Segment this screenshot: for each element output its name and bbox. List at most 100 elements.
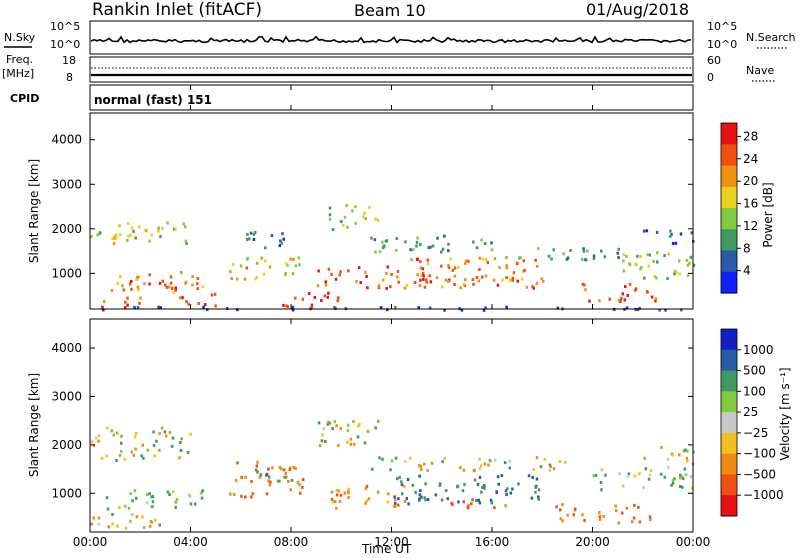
- heatmap-cell: [685, 456, 689, 460]
- velocity-colorbar: 1000 500 100 25 −25 −100 −500 −1000: [720, 328, 784, 517]
- heatmap-cell: [386, 500, 390, 504]
- colorbar-tick-label: −100: [743, 447, 776, 461]
- heatmap-cell: [440, 264, 443, 268]
- heatmap-cell: [363, 441, 367, 445]
- heatmap-cell: [453, 283, 456, 286]
- heatmap-cell: [477, 498, 480, 502]
- heatmap-cell: [504, 489, 508, 493]
- heatmap-cell: [97, 434, 101, 438]
- heatmap-cell: [686, 449, 689, 453]
- heatmap-cell: [592, 257, 596, 261]
- heatmap-cell: [307, 292, 311, 295]
- nave-tick-bottom: 0: [707, 71, 714, 84]
- colorbar-tick-label: 500: [743, 364, 766, 378]
- colorbar-swatch: [721, 229, 737, 252]
- heatmap-cell: [505, 276, 508, 279]
- heatmap-cell: [549, 465, 552, 469]
- heatmap-cell: [421, 267, 424, 271]
- heatmap-cell: [301, 297, 305, 301]
- heatmap-cell: [427, 246, 431, 250]
- heatmap-cell: [268, 265, 272, 269]
- heatmap-cell: [364, 501, 367, 505]
- heatmap-cell: [444, 278, 448, 282]
- heatmap-cell: [476, 482, 480, 486]
- heatmap-cell: [497, 482, 500, 486]
- heatmap-cell: [498, 265, 501, 269]
- heatmap-cell: [659, 472, 663, 476]
- heatmap-cell: [417, 306, 420, 310]
- heatmap-cell: [615, 509, 618, 513]
- heatmap-cell: [191, 283, 194, 287]
- heatmap-cell: [656, 251, 659, 255]
- heatmap-cell: [582, 247, 585, 251]
- heatmap-cell: [278, 244, 282, 248]
- heatmap-cell: [139, 296, 142, 300]
- heatmap-cell: [583, 283, 586, 287]
- heatmap-cell: [643, 456, 646, 460]
- heatmap-cell: [130, 513, 133, 516]
- heatmap-cell: [236, 277, 239, 281]
- heatmap-cell: [126, 303, 129, 307]
- heatmap-cell: [535, 456, 539, 460]
- heatmap-cell: [679, 232, 683, 236]
- heatmap-cell: [135, 515, 139, 519]
- x-tick-label: 00:00: [73, 535, 108, 549]
- y-tick-label: 4000: [51, 341, 82, 355]
- heatmap-cell: [323, 294, 327, 298]
- heatmap-cell: [349, 442, 353, 446]
- heatmap-cell: [430, 461, 434, 465]
- heatmap-cell: [416, 273, 419, 277]
- colorbar-swatch: [721, 412, 737, 434]
- heatmap-cell: [158, 448, 161, 452]
- heatmap-cell: [382, 244, 386, 248]
- heatmap-cell: [324, 280, 328, 284]
- heatmap-cell: [516, 261, 519, 265]
- heatmap-cell: [347, 491, 350, 495]
- heatmap-cell: [367, 497, 371, 501]
- heatmap-cell: [552, 248, 555, 252]
- heatmap-cell: [441, 460, 444, 464]
- heatmap-cell: [584, 258, 587, 262]
- heatmap-cell: [572, 513, 576, 517]
- heatmap-cell: [667, 252, 670, 256]
- heatmap-cell: [321, 433, 324, 437]
- heatmap-cell: [330, 490, 334, 494]
- heatmap-cell: [443, 308, 446, 312]
- heatmap-cell: [573, 507, 577, 511]
- heatmap-cell: [625, 506, 629, 510]
- heatmap-cell: [181, 296, 184, 300]
- heatmap-cell: [142, 456, 145, 460]
- colorbar-swatch: [721, 453, 737, 475]
- heatmap-cell: [150, 520, 154, 524]
- heatmap-cell: [249, 231, 253, 235]
- heatmap-cell: [136, 305, 140, 309]
- heatmap-cell: [193, 502, 197, 506]
- heatmap-cell: [394, 501, 397, 505]
- heatmap-cell: [136, 285, 140, 289]
- heatmap-cell: [660, 445, 663, 449]
- heatmap-cell: [112, 242, 116, 246]
- power-panel: 1000 2000 3000 4000 Slant Range [km] 4 8 12 16…: [27, 112, 775, 312]
- colorbar-swatch: [721, 165, 737, 188]
- heatmap-cell: [516, 279, 520, 283]
- heatmap-cell: [298, 483, 301, 487]
- heatmap-cell: [161, 279, 165, 283]
- heatmap-cell: [298, 263, 301, 267]
- heatmap-cell: [471, 278, 475, 282]
- heatmap-cell: [397, 497, 400, 501]
- heatmap-cell: [581, 513, 584, 517]
- heatmap-cell: [692, 450, 695, 454]
- heatmap-cell: [245, 266, 249, 270]
- heatmap-cell: [124, 300, 127, 304]
- heatmap-cell: [440, 250, 443, 254]
- heatmap-cell: [379, 306, 383, 310]
- heatmap-cell: [337, 489, 340, 493]
- heatmap-cell: [339, 493, 343, 497]
- heatmap-cell: [450, 501, 453, 505]
- heatmap-cell: [264, 259, 267, 263]
- heatmap-cell: [438, 483, 442, 487]
- heatmap-cell: [398, 475, 401, 479]
- heatmap-cell: [180, 271, 183, 274]
- heatmap-cell: [420, 495, 423, 499]
- heatmap-cell: [201, 285, 204, 289]
